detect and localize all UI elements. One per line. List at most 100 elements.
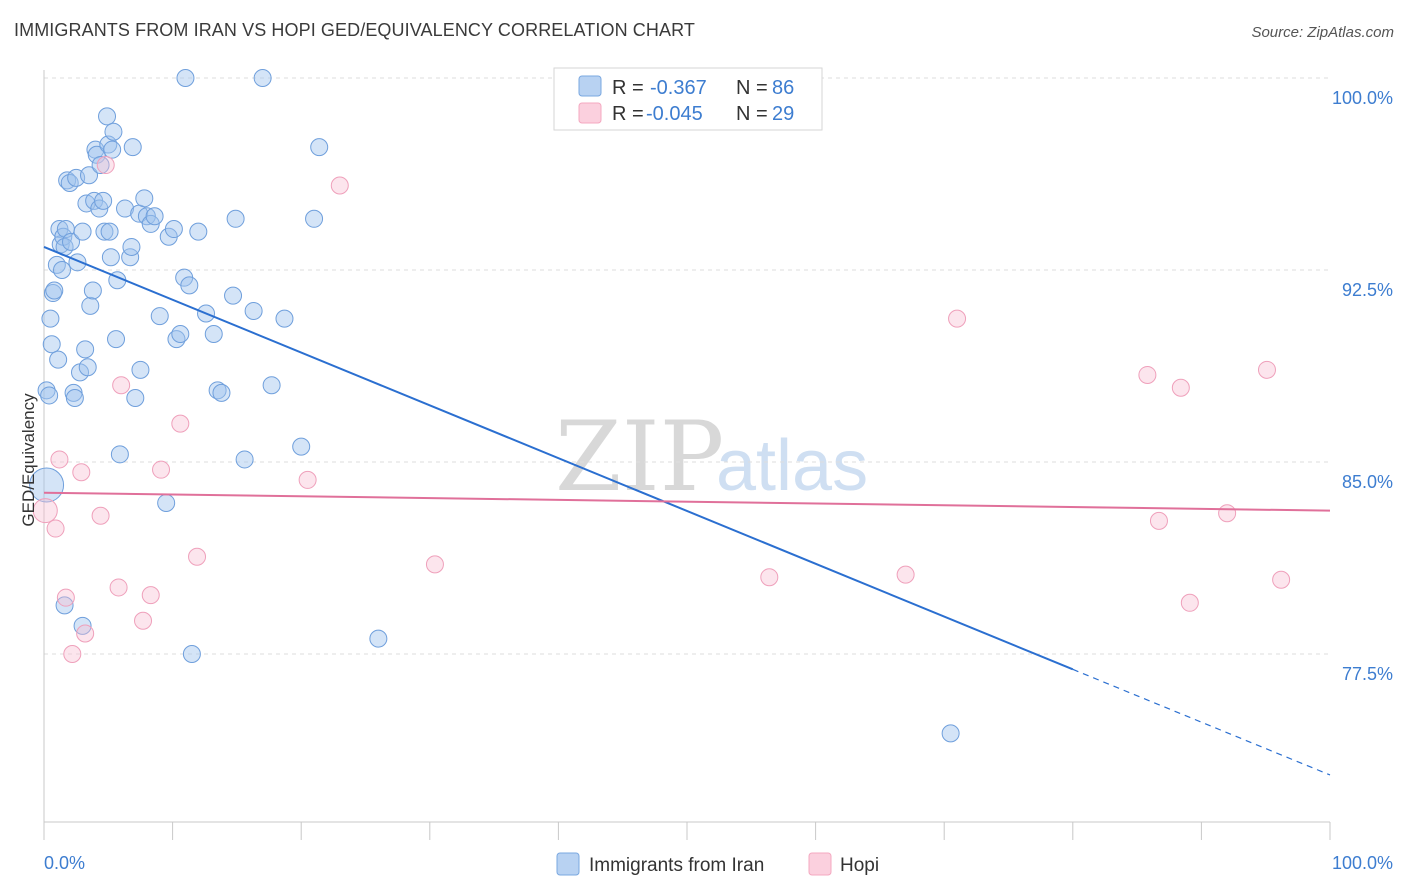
y-tick-label: 77.5% xyxy=(1342,664,1393,684)
point-iran xyxy=(131,360,150,379)
point-iran xyxy=(244,301,263,320)
point-hopi xyxy=(141,586,160,605)
point-iran xyxy=(369,629,388,648)
trend-line-iran xyxy=(43,246,1074,671)
point-iran xyxy=(80,166,99,185)
point-iran xyxy=(171,325,190,343)
y-tick-label: 85.0% xyxy=(1342,472,1393,492)
point-iran xyxy=(45,281,64,300)
point-iran xyxy=(65,389,84,407)
point-hopi xyxy=(760,568,779,587)
point-iran xyxy=(55,596,74,615)
point-iran xyxy=(94,191,113,210)
point-iran xyxy=(83,281,102,300)
point-hopi xyxy=(1171,378,1190,397)
legend-r-label-hopi: R = xyxy=(612,103,644,125)
bottom-legend-label-iran: Immigrants from Iran xyxy=(589,855,764,876)
point-hopi xyxy=(134,611,153,630)
point-hopi xyxy=(56,588,75,607)
point-iran xyxy=(98,107,117,126)
trend-line-iran-extension xyxy=(1072,668,1331,776)
trend-lines xyxy=(43,246,1331,776)
point-iran xyxy=(204,325,223,343)
legend-n-value-iran: 86 xyxy=(772,77,794,99)
point-hopi xyxy=(50,450,69,469)
point-hopi xyxy=(76,624,95,643)
point-iran xyxy=(107,330,126,349)
legend-r-value-iran: -0.367 xyxy=(650,77,707,99)
point-hopi xyxy=(109,578,128,597)
point-hopi xyxy=(91,506,110,525)
point-iran xyxy=(941,724,960,743)
point-iran xyxy=(176,69,195,87)
point-iran xyxy=(126,389,145,407)
tick-labels: 77.5% 85.0% 92.5% 100.0% 0.0% 100.0% xyxy=(44,88,1393,873)
point-iran xyxy=(62,232,81,251)
stats-legend: R = -0.367 N = 86 R = -0.045 N = 29 xyxy=(553,67,823,131)
point-iran xyxy=(305,209,324,228)
gridlines xyxy=(44,77,1330,655)
point-iran xyxy=(103,140,122,159)
point-iran xyxy=(42,335,61,354)
point-hopi xyxy=(32,498,58,524)
source-label: Source: ZipAtlas.com xyxy=(1251,24,1394,41)
point-hopi xyxy=(152,460,171,479)
point-iran xyxy=(100,222,119,241)
watermark-atlas: atlas xyxy=(716,426,868,506)
point-iran xyxy=(116,199,135,218)
point-iran xyxy=(123,138,142,157)
point-iran xyxy=(180,276,199,295)
point-iran xyxy=(150,307,169,326)
point-iran xyxy=(49,350,68,369)
series-legend: Immigrants from Iran Hopi xyxy=(556,852,879,876)
x-tick-label-max: 100.0% xyxy=(1332,853,1393,873)
point-hopi xyxy=(948,309,967,328)
point-iran xyxy=(81,296,100,315)
legend-r-value-hopi: -0.045 xyxy=(646,103,703,125)
point-iran xyxy=(262,376,281,395)
point-hopi xyxy=(1138,365,1157,384)
point-hopi xyxy=(63,645,82,663)
point-iran xyxy=(212,383,231,402)
legend-swatch-hopi xyxy=(578,102,602,124)
bottom-legend-swatch-iran xyxy=(556,852,580,876)
point-iran xyxy=(95,222,114,241)
point-iran xyxy=(37,381,56,400)
bottom-legend-label-hopi: Hopi xyxy=(840,855,879,876)
y-tick-label: 100.0% xyxy=(1332,88,1393,108)
y-tick-label: 92.5% xyxy=(1342,280,1393,300)
point-iran xyxy=(182,645,201,663)
point-hopi xyxy=(298,470,317,489)
point-iran xyxy=(226,209,245,228)
point-iran xyxy=(310,138,329,157)
point-hopi xyxy=(1180,593,1199,612)
point-hopi xyxy=(1257,360,1276,379)
point-hopi xyxy=(896,565,915,584)
point-iran xyxy=(40,386,59,405)
point-hopi xyxy=(330,176,349,195)
point-hopi xyxy=(46,519,65,538)
point-iran xyxy=(224,286,243,305)
point-hopi xyxy=(72,463,91,482)
point-hopi xyxy=(96,156,115,175)
point-hopi xyxy=(1149,511,1168,530)
chart-title: IMMIGRANTS FROM IRAN VS HOPI GED/EQUIVAL… xyxy=(14,20,695,40)
point-iran xyxy=(157,493,176,512)
point-iran xyxy=(53,261,72,279)
point-iran xyxy=(110,445,129,464)
point-iran xyxy=(135,189,154,208)
point-hopi xyxy=(1218,504,1237,523)
point-iran xyxy=(104,122,123,141)
point-iran xyxy=(235,450,254,469)
axes xyxy=(43,70,1331,840)
point-iran xyxy=(253,69,272,87)
point-hopi xyxy=(1272,570,1291,589)
point-iran xyxy=(122,237,141,256)
point-iran xyxy=(164,220,183,239)
legend-n-label-hopi: N = xyxy=(736,103,768,125)
legend-r-label-iran: R = xyxy=(612,77,644,99)
legend-swatch-iran xyxy=(578,75,602,97)
point-iran xyxy=(78,358,97,377)
point-iran xyxy=(189,222,208,241)
